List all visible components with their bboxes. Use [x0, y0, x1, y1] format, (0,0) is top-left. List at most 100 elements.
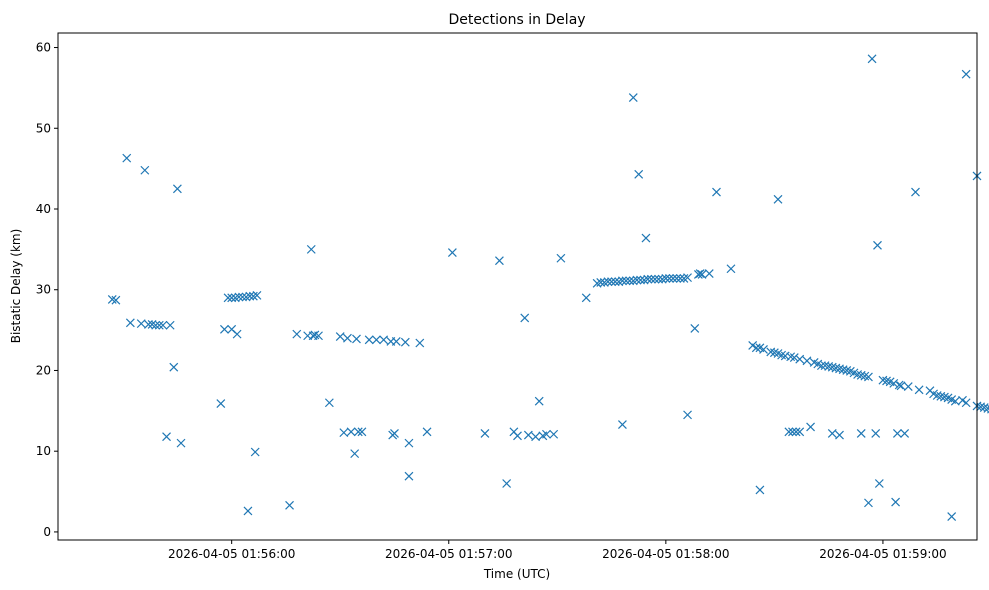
data-points [107, 54, 989, 522]
data-point [693, 269, 703, 279]
data-point [646, 274, 656, 284]
data-point [357, 427, 367, 437]
data-point [788, 427, 797, 437]
data-point [158, 320, 168, 330]
data-point [531, 432, 541, 442]
data-point [835, 364, 844, 374]
data-point [827, 429, 837, 438]
data-point [599, 278, 609, 287]
data-point [668, 274, 678, 283]
data-point [154, 320, 164, 330]
data-point [806, 422, 815, 432]
data-point [165, 320, 175, 330]
data-point [816, 361, 826, 371]
data-point [873, 240, 882, 250]
data-point [867, 54, 877, 64]
x-tick-label: 2026-04-05 01:57:00 [385, 547, 512, 561]
data-point [632, 275, 642, 285]
data-point [636, 275, 645, 285]
data-point [324, 398, 334, 408]
data-point [607, 277, 616, 287]
data-point [238, 292, 247, 302]
data-point [136, 319, 146, 329]
data-point [641, 233, 651, 243]
data-point [824, 362, 834, 371]
y-tick-label: 50 [36, 121, 51, 135]
data-point [250, 447, 260, 457]
data-point [932, 391, 942, 400]
data-point [390, 429, 399, 438]
data-point [795, 427, 805, 437]
data-point [404, 438, 414, 448]
data-point [911, 187, 920, 197]
y-axis: 0 10 20 30 40 50 60 [36, 41, 58, 539]
data-point [494, 256, 504, 266]
data-point [581, 293, 591, 303]
x-tick-label: 2026-04-05 01:59:00 [819, 547, 946, 561]
data-point [831, 363, 841, 373]
data-point [422, 427, 432, 437]
data-point [979, 403, 989, 413]
y-tick-label: 30 [36, 283, 51, 297]
data-point [151, 320, 161, 330]
data-point [856, 429, 866, 438]
data-point [683, 410, 692, 420]
data-point [628, 93, 638, 103]
data-point [900, 429, 910, 438]
data-point [447, 248, 457, 258]
data-point [856, 370, 866, 380]
data-point [285, 500, 294, 510]
x-tick-label: 2026-04-05 01:58:00 [602, 547, 729, 561]
data-point [947, 512, 957, 522]
data-point [871, 429, 881, 438]
y-axis-label: Bistatic Delay (km) [9, 229, 23, 344]
data-point [614, 277, 624, 287]
data-point [371, 335, 381, 345]
data-point [111, 295, 121, 305]
data-point [976, 402, 986, 412]
data-point [896, 381, 906, 391]
data-point [339, 428, 349, 438]
data-point [618, 276, 627, 286]
data-point [335, 332, 345, 341]
data-point [961, 398, 971, 408]
data-point [838, 365, 848, 375]
data-point [712, 187, 721, 197]
data-point [513, 431, 522, 441]
data-point [786, 352, 796, 362]
data-point [502, 479, 512, 488]
data-point [223, 293, 233, 303]
data-point [353, 427, 363, 437]
data-point [404, 471, 414, 481]
data-point [936, 391, 946, 401]
x-tick-label: 2026-04-05 01:56:00 [168, 547, 295, 561]
data-point [107, 294, 117, 304]
data-point [950, 396, 960, 406]
data-point [592, 278, 602, 288]
data-point [650, 274, 660, 284]
data-point [346, 427, 356, 437]
data-point [889, 378, 899, 388]
data-point [695, 269, 705, 279]
data-point [683, 273, 692, 283]
data-point [122, 153, 132, 163]
data-point [176, 438, 186, 448]
data-point [860, 371, 870, 381]
data-point [364, 335, 374, 345]
data-point [675, 274, 685, 283]
data-point [654, 274, 664, 284]
data-point [820, 361, 830, 371]
data-point [628, 276, 638, 286]
data-point [232, 329, 242, 339]
data-point [172, 184, 182, 194]
data-point [314, 331, 323, 341]
data-point [903, 382, 913, 392]
data-point [697, 269, 707, 279]
data-point [169, 362, 179, 372]
data-point [853, 370, 863, 379]
data-point [864, 498, 873, 508]
data-point [520, 313, 530, 323]
data-point [672, 274, 682, 283]
data-point [795, 354, 805, 364]
